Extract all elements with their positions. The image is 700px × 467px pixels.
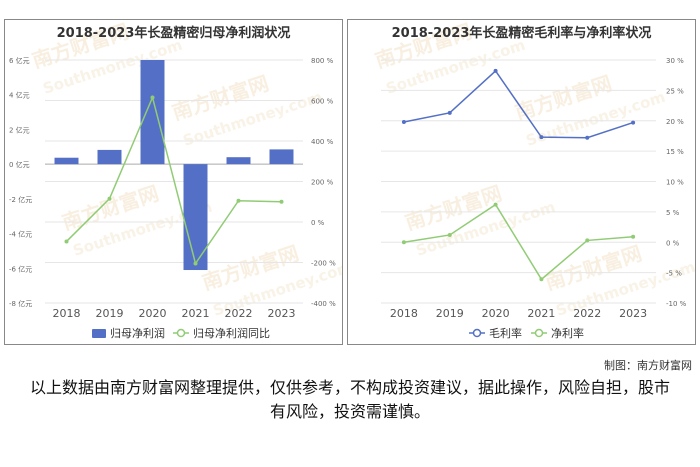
y-left-tick-label: -8 亿元 [9, 299, 32, 308]
point-net-margin [539, 277, 544, 282]
x-tick-label: 2021 [527, 307, 555, 320]
y-right-tick-label: -10 % [666, 300, 687, 308]
bar-net-profit [183, 164, 208, 271]
net-profit-chart: 南方财富网Southmoney.com南方财富网Southmoney.com南方… [9, 20, 342, 340]
y-right-tick-label: 0 % [311, 219, 325, 227]
disclaimer-text: 以上数据由南方财富网整理提供，仅供参考，不构成投资建议，据此操作，风险自担，股市… [30, 378, 671, 421]
line-net-profit-yoy [65, 95, 282, 266]
y-right-tick-label: 10 % [666, 179, 684, 187]
point-net-margin [447, 232, 452, 237]
y-left-tick-label: -4 亿元 [9, 230, 32, 239]
legend-marker-gross [472, 328, 482, 338]
y-left-tick-label: 0 亿元 [9, 160, 30, 169]
x-tick-label: 2019 [96, 307, 124, 320]
bar-net-profit [54, 157, 79, 165]
y-left-tick-label: 2 亿元 [9, 125, 30, 134]
legend-label-net: 净利率 [551, 326, 584, 340]
chart-title: 2018-2023年长盈精密毛利率与净利率状况 [392, 25, 652, 41]
y-right-tick-label: 800 % [311, 57, 334, 65]
point-net-profit-yoy [236, 198, 241, 203]
bar-net-profit [97, 149, 122, 165]
y-right-tick-label: 0 % [666, 239, 680, 247]
point-gross-margin [447, 110, 452, 115]
y-right-tick-label: 20 % [666, 118, 684, 126]
point-gross-margin [401, 119, 406, 124]
y-right-tick-label: 25 % [666, 87, 684, 95]
chart-panel-margins: 南方财富网 Southmoney.com 南方财富网 Southmoney.com 南方… [347, 19, 696, 345]
x-tick-label: 2023 [268, 307, 296, 320]
point-net-margin [401, 240, 406, 245]
y-left-tick-label: 6 亿元 [9, 56, 30, 65]
legend-marker-line [176, 328, 186, 338]
y-right-tick-label: 30 % [666, 57, 684, 65]
bar-net-profit [140, 60, 165, 165]
x-tick-label: 2023 [619, 307, 647, 320]
x-tick-label: 2020 [482, 307, 510, 320]
margin-chart: 南方财富网Southmoney.com南方财富网Southmoney.com南方… [372, 20, 695, 340]
y-left-tick-label: -6 亿元 [9, 264, 32, 273]
y-right-tick-label: 200 % [311, 179, 334, 187]
point-gross-margin [585, 135, 590, 140]
x-tick-label: 2022 [573, 307, 601, 320]
chart-title: 2018-2023年长盈精密归母净利润状况 [57, 25, 291, 41]
point-gross-margin [539, 135, 544, 140]
x-tick-label: 2020 [139, 307, 167, 320]
point-net-margin [585, 238, 590, 243]
legend-marker-net [534, 328, 544, 338]
x-tick-label: 2019 [436, 307, 464, 320]
point-net-profit-yoy [107, 196, 112, 201]
chart-panel-net-profit: 南方财富网 Southmoney.com 南方财富网 Southmoney.com 南方… [4, 19, 343, 345]
credit-text: 制图：南方财富网 [604, 359, 692, 372]
y-right-tick-label: 400 % [311, 138, 334, 146]
point-net-profit-yoy [193, 261, 198, 266]
x-tick-label: 2018 [53, 307, 81, 320]
point-gross-margin [493, 68, 498, 73]
x-tick-label: 2018 [390, 307, 418, 320]
point-net-margin [631, 234, 636, 239]
point-net-profit-yoy [150, 95, 155, 100]
bar-net-profit [226, 157, 251, 165]
y-right-tick-label: 600 % [311, 98, 334, 106]
y-right-tick-label: -5 % [666, 270, 682, 278]
point-net-profit-yoy [279, 199, 284, 204]
line-net-margin [403, 203, 634, 281]
point-net-margin [493, 202, 498, 207]
y-right-tick-label: 15 % [666, 148, 684, 156]
y-right-tick-label: -400 % [311, 300, 336, 308]
point-net-profit-yoy [64, 239, 69, 244]
y-left-tick-label: -2 亿元 [9, 195, 32, 204]
legend-swatch-bar [92, 329, 106, 338]
y-right-tick-label: -200 % [311, 260, 336, 268]
y-right-tick-label: 5 % [666, 209, 680, 217]
legend-label-bar: 归母净利润 [110, 326, 165, 340]
line-gross-margin [403, 69, 634, 139]
x-tick-label: 2022 [225, 307, 253, 320]
point-gross-margin [631, 120, 636, 125]
y-left-tick-label: 4 亿元 [9, 91, 30, 100]
bar-net-profit [269, 149, 294, 165]
x-tick-label: 2021 [182, 307, 210, 320]
legend-label-gross: 毛利率 [489, 326, 522, 340]
legend-label-line: 归母净利润同比 [193, 326, 270, 340]
